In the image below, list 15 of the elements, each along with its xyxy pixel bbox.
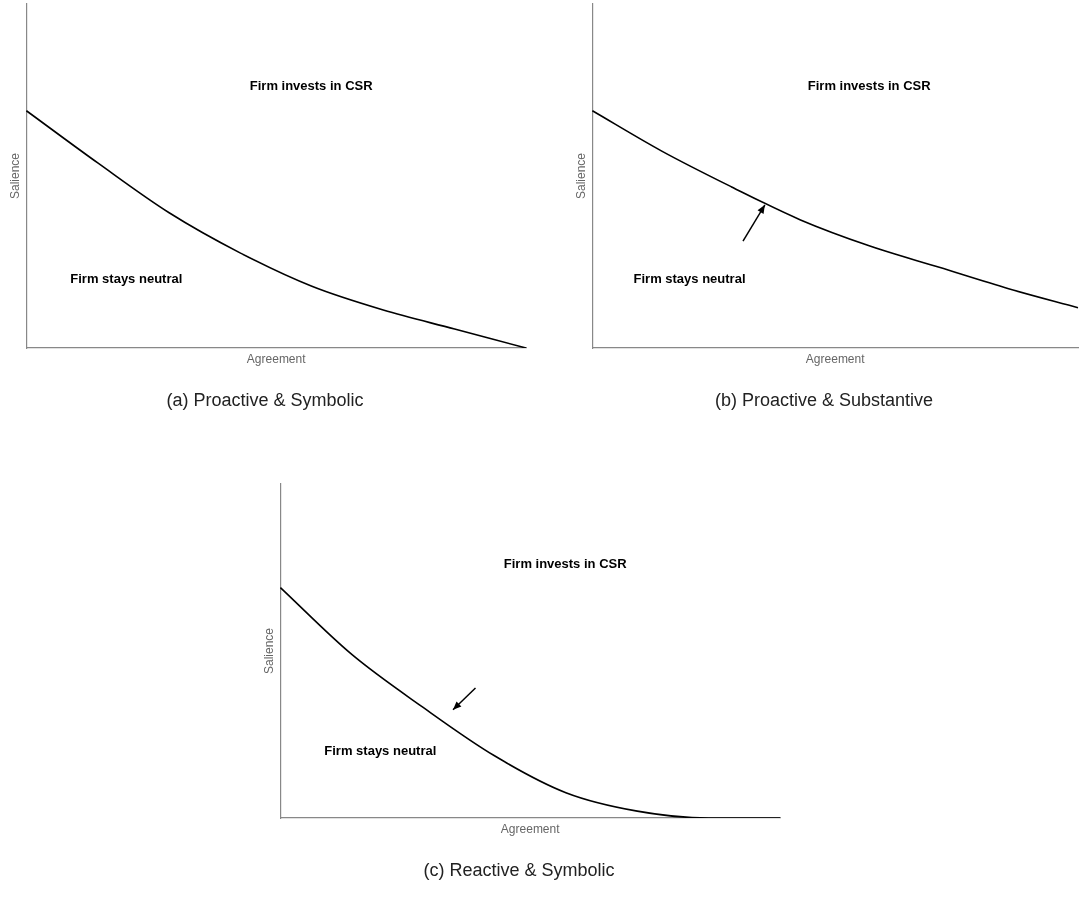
x-axis-title: Agreement [500,821,561,836]
y-axis-title: Salience [261,627,276,675]
x-axis-title: Agreement [805,351,866,366]
x-axis-title: Agreement [246,351,307,366]
text: (b) Proactive & Substantive [714,390,934,411]
annotation: Firm stays neutral [633,270,746,286]
text: Firm invests in CSR [249,78,374,94]
text: (c) Reactive & Symbolic [423,860,615,881]
y-axis-title: Salience [7,152,22,200]
annotation: Firm stays neutral [324,742,437,758]
text: Firm invests in CSR [503,555,628,571]
text: (a) Proactive & Symbolic [166,390,364,411]
annotation: Firm stays neutral [70,270,183,286]
text: Firm invests in CSR [807,78,932,94]
y-axis-title: Salience [573,152,588,200]
